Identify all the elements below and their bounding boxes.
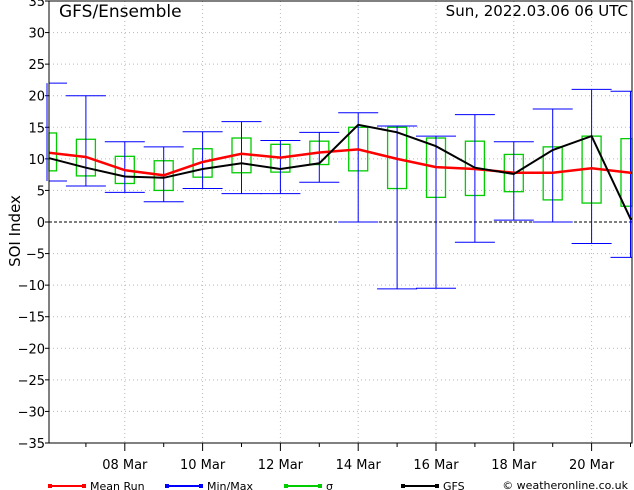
plot-frame <box>48 0 633 444</box>
legend: Mean Run Min/Max σ GFS <box>48 480 465 490</box>
legend-marker <box>165 484 169 488</box>
mean-run-line <box>49 148 632 177</box>
legend-label: Min/Max <box>207 480 253 490</box>
y-tick-label: 10 <box>28 153 45 168</box>
x-tick-label: 12 Mar <box>258 458 304 473</box>
gfs-line <box>49 123 632 221</box>
y-tick-label: −30 <box>18 405 45 420</box>
legend-marker <box>82 484 86 488</box>
y-tick-label: 25 <box>28 58 45 73</box>
legend-label: GFS <box>443 480 465 490</box>
y-tick-label: 20 <box>28 90 45 105</box>
y-axis-ticks: 35 30 25 20 15 10 5 0 −5 −10 −15 −20 −25 −30 −35 <box>18 0 49 452</box>
x-axis-ticks: 08 Mar 10 Mar 12 Mar 14 Mar 16 Mar 18 Mar 20 M… <box>85 443 631 473</box>
y-tick-label: −5 <box>26 248 45 263</box>
x-tick-label: 10 Mar <box>180 458 226 473</box>
y-tick-label: 5 <box>37 184 45 199</box>
y-tick-label: 35 <box>28 0 45 10</box>
legend-marker <box>318 484 322 488</box>
y-tick-label: −15 <box>18 311 45 326</box>
y-tick-label: 30 <box>28 27 45 42</box>
legend-marker <box>199 484 203 488</box>
run-time-label: Sun, 2022.03.06 06 UTC <box>446 2 628 20</box>
legend-marker <box>284 484 288 488</box>
y-axis-label: SOI Index <box>6 195 24 267</box>
legend-marker <box>401 484 405 488</box>
series-lines <box>49 123 632 221</box>
x-tick-label: 14 Mar <box>336 458 382 473</box>
y-tick-label: −10 <box>18 279 45 294</box>
y-tick-label: −20 <box>18 342 45 357</box>
chart-title: GFS/Ensemble <box>59 2 182 22</box>
legend-label: Mean Run <box>90 480 145 490</box>
y-tick-label: 0 <box>37 216 45 231</box>
y-tick-label: −25 <box>18 374 45 389</box>
x-tick-label: 18 Mar <box>491 458 537 473</box>
x-tick-label: 20 Mar <box>569 458 615 473</box>
y-tick-label: −35 <box>18 437 45 452</box>
y-tick-label: 15 <box>28 121 45 136</box>
minmax-bars <box>46 82 632 290</box>
credit-text: © weatheronline.co.uk <box>502 479 628 490</box>
x-tick-label: 16 Mar <box>413 458 459 473</box>
legend-marker <box>435 484 439 488</box>
legend-marker <box>48 484 52 488</box>
legend-label: σ <box>326 480 333 490</box>
x-tick-label: 08 Mar <box>102 458 148 473</box>
